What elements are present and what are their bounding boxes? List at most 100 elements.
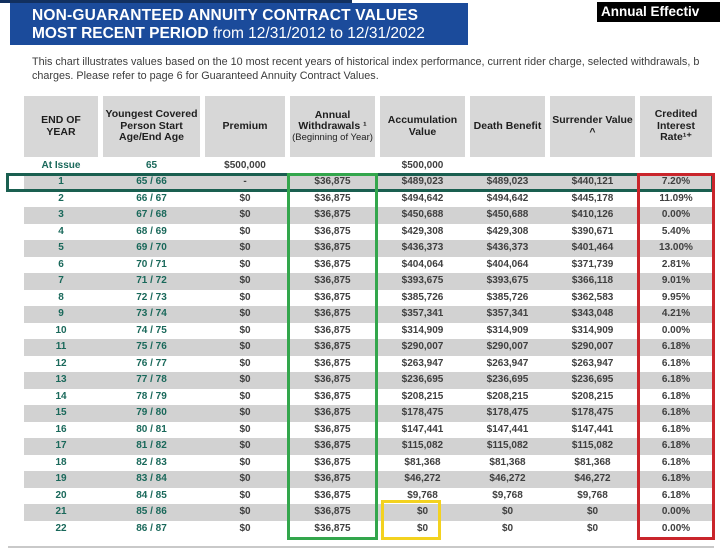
accumulation-value-cell: $263,947: [401, 357, 444, 369]
ages-cell: 66 / 67: [136, 192, 167, 204]
end-of-year-cell: 18: [55, 456, 67, 468]
end-of-year-cell: 21: [55, 506, 67, 517]
end-of-year-cell: 2: [58, 192, 64, 204]
ages-cell: 82 / 83: [136, 456, 167, 468]
at-issue-credited-interest-rate-cell: [640, 157, 712, 174]
ages-cell: 75 / 76: [136, 341, 167, 352]
death-benefit-cell: $9,768: [492, 489, 523, 501]
surrender-value-cell: $0: [586, 506, 599, 517]
table-row-year-5: 5 69 / 70 $0 $36,875 $436,373 $436,373 $401,46…: [24, 240, 712, 257]
table-body: 1 65 / 66 - $36,875 $489,023 $489,023 $440,121…: [24, 174, 712, 537]
annual-withdrawal-cell: $36,875: [314, 489, 351, 501]
ages-cell: 74 / 75: [136, 324, 167, 336]
annual-effective-callout: Annual Effectiv: [597, 2, 720, 22]
surrender-value-cell: $445,178: [571, 192, 614, 204]
column-header-premium: Premium: [205, 96, 285, 157]
end-of-year-cell: 6: [58, 258, 64, 270]
surrender-value-cell: $115,082: [571, 440, 614, 451]
accumulation-value-cell: $429,308: [401, 225, 444, 237]
column-header-death-benefit: Death Benefit: [470, 96, 545, 157]
ages-cell: 65 / 66: [136, 176, 167, 187]
death-benefit-cell: $81,368: [489, 456, 526, 468]
death-benefit-cell: $494,642: [486, 192, 529, 204]
surrender-value-cell: $9,768: [577, 489, 608, 501]
surrender-value-cell: $366,118: [571, 275, 614, 286]
at-issue-surrender-value-cell: [550, 157, 635, 174]
ages-cell: 78 / 79: [136, 390, 167, 402]
ages-cell: 70 / 71: [136, 258, 167, 270]
ages-cell: 79 / 80: [136, 407, 167, 418]
annual-withdrawal-cell: $36,875: [314, 390, 351, 402]
end-of-year-cell: 9: [58, 308, 64, 319]
annual-withdrawal-cell: $36,875: [314, 423, 351, 435]
surrender-value-cell: $208,215: [571, 390, 614, 402]
accumulation-value-cell: $178,475: [401, 407, 444, 418]
end-of-year-cell: 5: [58, 242, 64, 253]
death-benefit-cell: $404,064: [486, 258, 529, 270]
end-of-year-cell: 13: [55, 374, 67, 385]
end-of-year-cell: 14: [55, 390, 67, 402]
premium-cell: $0: [239, 324, 251, 336]
premium-cell: $0: [239, 192, 251, 204]
page-title-period-label: MOST RECENT PERIOD: [32, 25, 209, 42]
surrender-value-cell: $290,007: [571, 341, 614, 352]
at-issue-ages-cell: 65: [145, 160, 158, 171]
death-benefit-cell: $236,695: [486, 374, 529, 385]
accumulation-value-cell: $236,695: [401, 374, 444, 385]
premium-cell: $0: [239, 473, 251, 484]
ages-cell: 72 / 73: [136, 291, 167, 303]
accumulation-value-cell: $385,726: [401, 291, 444, 303]
surrender-value-cell: $236,695: [571, 374, 614, 385]
annual-withdrawal-cell: $36,875: [314, 440, 351, 451]
credited-interest-rate-cell: 9.01%: [661, 275, 691, 286]
accumulation-value-cell: $489,023: [401, 176, 444, 187]
credited-interest-rate-cell: 0.00%: [661, 209, 691, 220]
death-benefit-cell: $263,947: [486, 357, 529, 369]
credited-interest-rate-cell: 6.18%: [661, 456, 691, 468]
annual-withdrawal-cell: $36,875: [314, 308, 351, 319]
premium-cell: $0: [239, 456, 251, 468]
table-row-year-7: 7 71 / 72 $0 $36,875 $393,675 $393,675 $366,11…: [24, 273, 712, 290]
page-title-line2: MOST RECENT PERIOD from 12/31/2012 to 12…: [32, 25, 468, 43]
annual-withdrawal-cell: $36,875: [314, 176, 351, 187]
credited-interest-rate-cell: 6.18%: [661, 423, 691, 435]
table-row-year-2: 2 66 / 67 $0 $36,875 $494,642 $494,642 $445,17…: [24, 191, 712, 208]
credited-interest-rate-cell: 6.18%: [661, 473, 691, 484]
surrender-value-cell: $178,475: [571, 407, 614, 418]
premium-cell: $0: [239, 225, 251, 237]
column-header-end-of-year: END OF YEAR: [24, 96, 98, 157]
annual-withdrawal-cell: $36,875: [314, 225, 351, 237]
accumulation-value-cell: $115,082: [401, 440, 444, 451]
premium-cell: $0: [239, 341, 251, 352]
annual-withdrawal-cell: $36,875: [314, 357, 351, 369]
annual-withdrawal-cell: $36,875: [314, 291, 351, 303]
annual-withdrawal-cell: $36,875: [314, 374, 351, 385]
death-benefit-cell: $393,675: [486, 275, 529, 286]
premium-cell: $0: [239, 390, 251, 402]
description-line1: This chart illustrates values based on t…: [32, 56, 700, 68]
table-row-year-10: 10 74 / 75 $0 $36,875 $314,909 $314,909 $314,9…: [24, 323, 712, 340]
end-of-year-cell: 11: [55, 341, 67, 352]
accumulation-value-cell: $404,064: [401, 258, 444, 270]
credited-interest-rate-cell: 2.81%: [661, 258, 691, 270]
table-row-year-4: 4 68 / 69 $0 $36,875 $429,308 $429,308 $390,67…: [24, 224, 712, 241]
surrender-value-cell: $81,368: [574, 456, 611, 468]
end-of-year-cell: 3: [58, 209, 64, 220]
column-header-accumulation-value: Accumulation Value: [380, 96, 465, 157]
accumulation-value-cell: $9,768: [407, 489, 438, 501]
at-issue-end-of-year-cell: At Issue: [41, 160, 81, 171]
annual-withdrawal-cell: $36,875: [314, 275, 351, 286]
end-of-year-cell: 10: [55, 324, 67, 336]
column-header-credited-interest-rate: Credited Interest Rate¹⁺: [640, 96, 712, 157]
credited-interest-rate-cell: 6.18%: [661, 407, 691, 418]
premium-cell: $0: [239, 489, 251, 501]
annual-withdrawal-cell: $36,875: [314, 209, 351, 220]
death-benefit-cell: $429,308: [486, 225, 529, 237]
end-of-year-cell: 1: [58, 176, 64, 187]
accumulation-value-cell: $494,642: [401, 192, 444, 204]
premium-cell: $0: [239, 374, 251, 385]
table-row-year-20: 20 84 / 85 $0 $36,875 $9,768 $9,768 $9,768 6.18…: [24, 488, 712, 505]
annual-withdrawal-cell: $36,875: [314, 506, 351, 517]
surrender-value-cell: $263,947: [571, 357, 614, 369]
credited-interest-rate-cell: 11.09%: [659, 192, 693, 204]
